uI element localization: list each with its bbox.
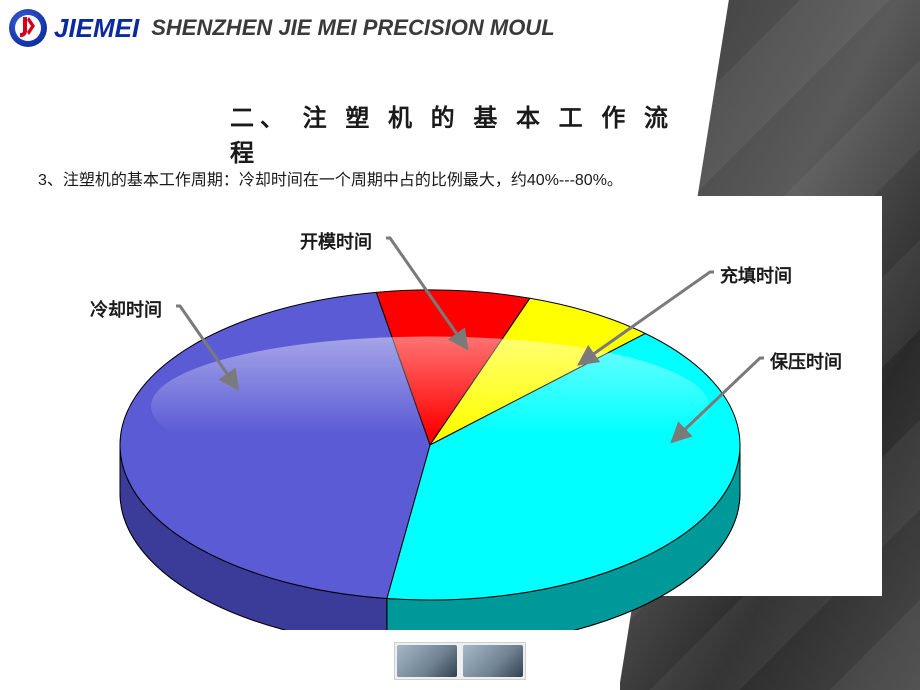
- logo-icon: [8, 8, 48, 48]
- footer-thumb-2: [463, 645, 523, 677]
- pie-slice-label: 保压时间: [770, 348, 842, 374]
- footer-thumb-1: [397, 645, 457, 677]
- footer-thumbnail: [394, 642, 526, 680]
- company-text: SHENZHEN JIE MEI PRECISION MOUL: [151, 15, 554, 41]
- pie-chart: 开模时间充填时间保压时间 冷却时间: [40, 200, 880, 630]
- pie-slice-label: 开模时间: [300, 228, 372, 254]
- section-title: 二、 注 塑 机 的 基 本 工 作 流 程: [230, 98, 690, 168]
- pie-slice-label: 充填时间: [720, 262, 792, 288]
- logo-wrap: JIEMEI: [8, 8, 139, 48]
- pie-slice-label: 冷却时间: [90, 296, 162, 322]
- body-paragraph: 3、注塑机的基本工作周期：冷却时间在一个周期中占的比例最大，约40%---80%…: [38, 166, 623, 190]
- header: JIEMEI SHENZHEN JIE MEI PRECISION MOUL: [8, 8, 555, 48]
- brand-text: JIEMEI: [54, 13, 139, 44]
